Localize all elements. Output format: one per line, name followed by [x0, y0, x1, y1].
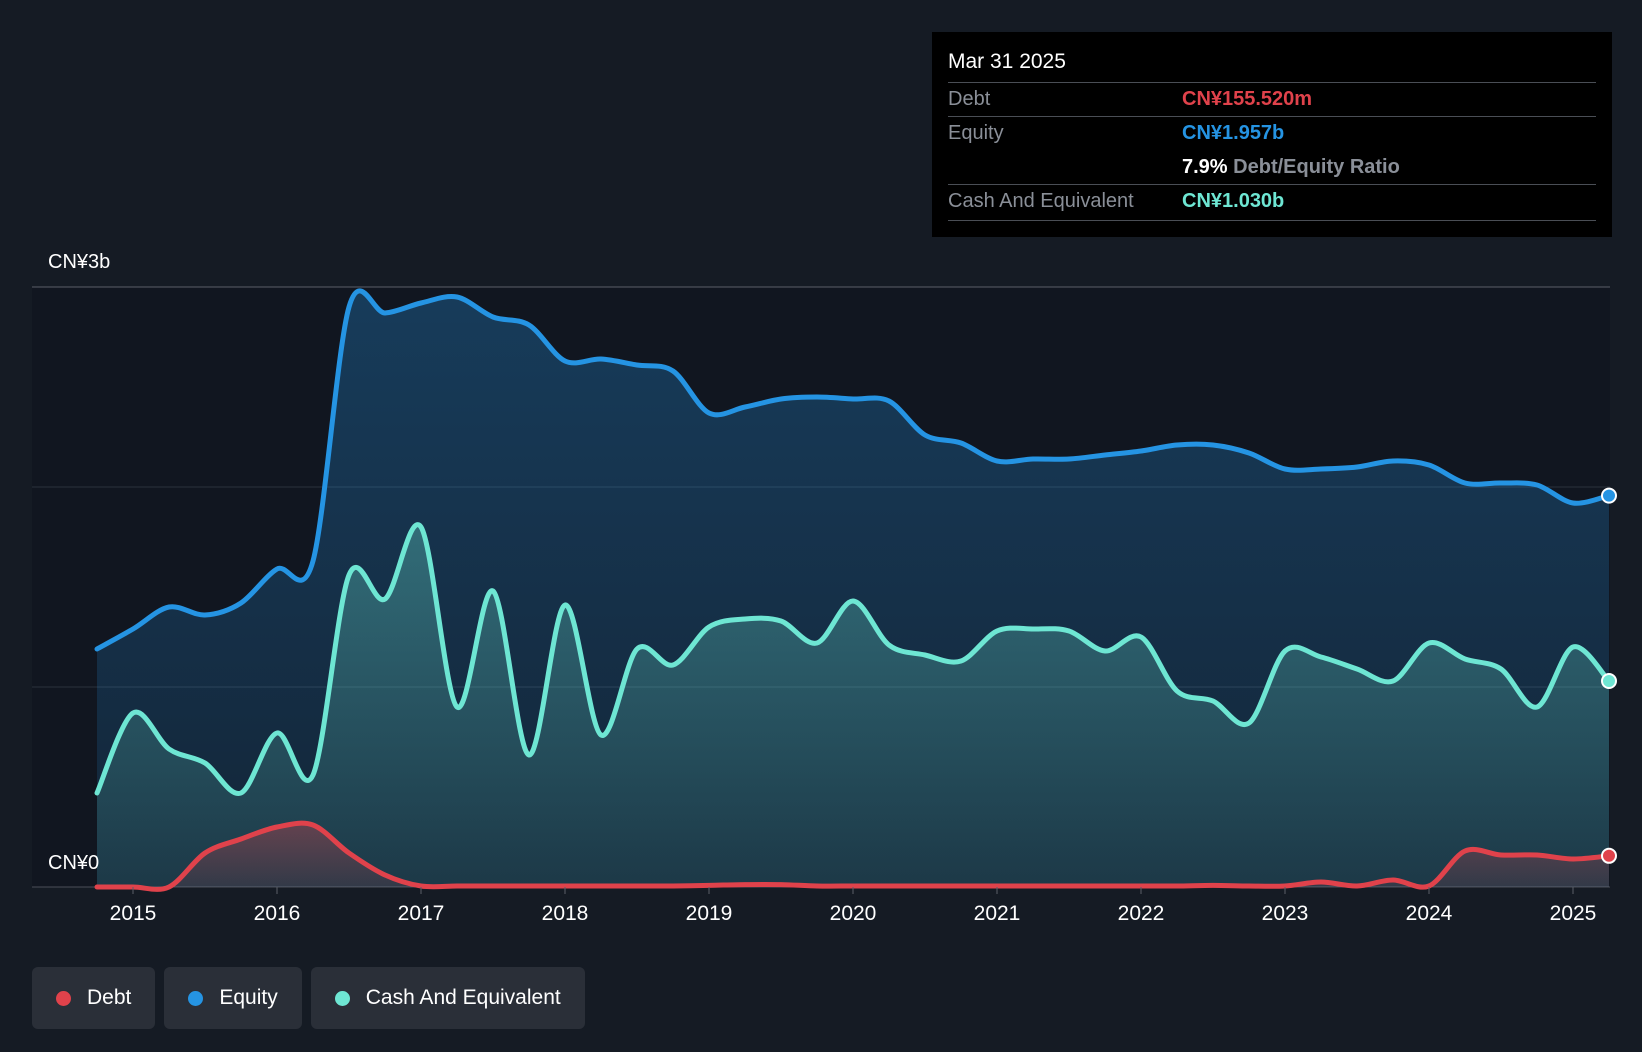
equity-line [94, 288, 1612, 652]
data-tooltip: Mar 31 2025 Debt CN¥155.520m Equity CN¥1… [932, 32, 1612, 237]
debt-dot-icon [56, 990, 71, 1006]
tooltip-cash-label: Cash And Equivalent [948, 190, 1134, 212]
tooltip-divider [948, 116, 1596, 117]
tooltip-debt-value: CN¥155.520m [1182, 88, 1313, 110]
x-tick-label: 2020 [830, 902, 877, 925]
legend-debt-label: Debt [87, 986, 132, 1009]
equity-endpoint-marker [1601, 487, 1617, 504]
legend-cash-label: Cash And Equivalent [365, 986, 561, 1009]
debt-area [97, 823, 1609, 890]
x-tick-label: 2019 [686, 902, 733, 925]
tooltip-equity-value: CN¥1.957b [1182, 122, 1285, 144]
equity-dot-icon [188, 990, 204, 1006]
tooltip-row-equity: Equity CN¥1.957b [948, 116, 1596, 150]
legend: Debt Equity Cash And Equivalent [32, 967, 585, 1029]
tooltip-ratio-value: 7.9% [1182, 156, 1228, 178]
legend-item-cash[interactable]: Cash And Equivalent [310, 967, 585, 1029]
y-tick-top: CN¥3b [48, 251, 111, 273]
legend-item-debt[interactable]: Debt [32, 967, 156, 1029]
x-tick-label: 2021 [974, 902, 1021, 925]
debt-line [94, 820, 1612, 892]
x-tick-label: 2022 [1118, 902, 1165, 925]
series-areas [97, 290, 1609, 890]
tooltip-row-ratio: 7.9% Debt/Equity Ratio [948, 150, 1596, 184]
tooltip-debt-label: Debt [948, 88, 991, 110]
tooltip-ratio: 7.9% Debt/Equity Ratio [1182, 156, 1400, 179]
x-tick-label: 2018 [542, 902, 589, 925]
cash-dot-icon [334, 990, 350, 1006]
x-tick-label: 2017 [398, 902, 445, 925]
tooltip-divider [948, 184, 1596, 185]
x-tick-label: 2023 [1262, 902, 1309, 925]
legend-item-equity[interactable]: Equity [164, 967, 302, 1029]
x-tick-label: 2025 [1550, 902, 1597, 925]
cash-endpoint-marker [1601, 673, 1617, 689]
x-tick-label: 2024 [1406, 902, 1453, 925]
cash-line [94, 522, 1612, 796]
tooltip-divider [948, 82, 1596, 83]
tooltip-divider [948, 220, 1596, 221]
debt-endpoint-marker [1601, 847, 1617, 864]
tooltip-equity-label: Equity [948, 122, 1004, 144]
tooltip-row-cash: Cash And Equivalent CN¥1.030b [948, 184, 1596, 218]
tooltip-date: Mar 31 2025 [948, 50, 1066, 73]
tooltip-ratio-label: Debt/Equity Ratio [1233, 156, 1400, 178]
tooltip-cash-value: CN¥1.030b [1182, 190, 1285, 212]
legend-equity-label: Equity [219, 986, 278, 1009]
series-endpoints [1601, 487, 1617, 864]
y-tick-bottom: CN¥0 [48, 852, 100, 874]
x-tick-label: 2015 [110, 902, 157, 925]
tooltip-row-debt: Debt CN¥155.520m [948, 82, 1596, 116]
cash-area [97, 524, 1609, 887]
series-lines [94, 288, 1612, 892]
x-axis-ticks: 2015 2016 2017 2018 2019 2020 2021 2022 2023 2024… [110, 887, 1597, 925]
x-tick-label: 2016 [254, 902, 301, 925]
